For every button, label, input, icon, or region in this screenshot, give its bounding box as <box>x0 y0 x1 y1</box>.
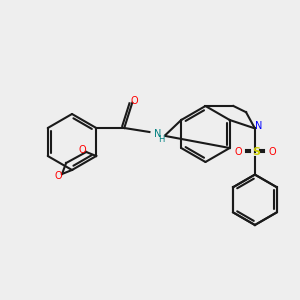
Text: N: N <box>154 129 161 139</box>
Text: O: O <box>130 96 138 106</box>
Text: S: S <box>252 147 260 157</box>
Text: O: O <box>234 147 242 157</box>
Text: O: O <box>78 145 86 155</box>
Text: O: O <box>268 147 276 157</box>
Text: N: N <box>255 122 262 131</box>
Text: H: H <box>158 136 165 145</box>
Text: O: O <box>54 171 62 181</box>
